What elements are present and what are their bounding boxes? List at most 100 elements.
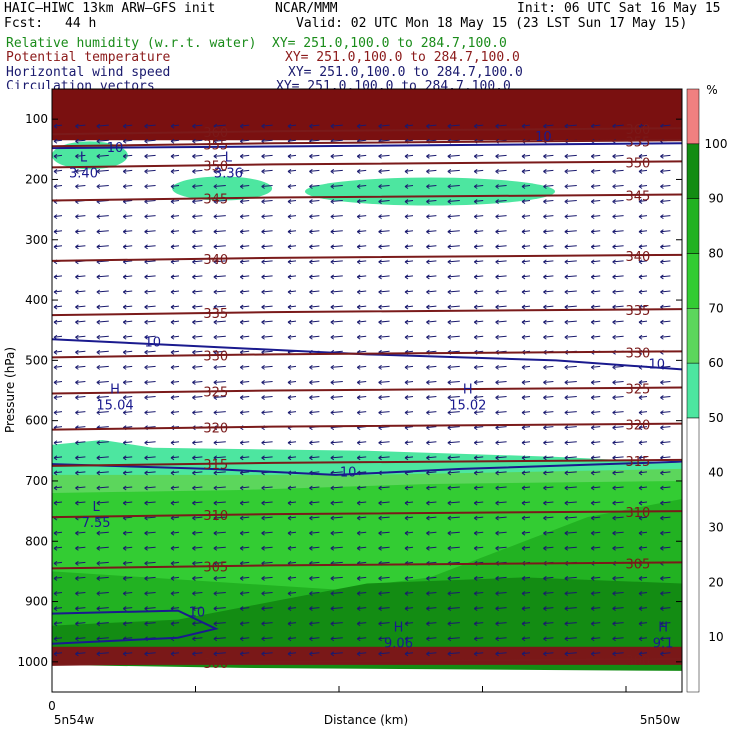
wind-vector bbox=[330, 591, 343, 596]
wind-vector bbox=[122, 455, 133, 461]
wind-vector bbox=[660, 425, 671, 431]
wind-vector bbox=[239, 455, 250, 461]
wind-vector bbox=[287, 334, 297, 340]
wind-vector bbox=[543, 168, 554, 174]
wind-vector bbox=[638, 168, 648, 174]
wind-vector bbox=[378, 591, 390, 596]
contour-label-layer: 300 300 305 305 310 310 315 315 320 320 325 325 330 3… bbox=[69, 123, 673, 672]
wind-vector bbox=[564, 395, 577, 400]
wind-vector bbox=[144, 621, 156, 627]
wind-vector bbox=[473, 455, 484, 461]
wind-vector bbox=[378, 636, 390, 642]
wind-vector bbox=[330, 244, 343, 250]
wind-vector bbox=[564, 153, 577, 159]
wind-vector bbox=[75, 560, 86, 566]
wind-vector bbox=[378, 364, 390, 370]
wind-vector bbox=[521, 229, 531, 235]
wind-vector bbox=[192, 153, 203, 159]
wind-vector bbox=[122, 123, 133, 129]
wind-vector bbox=[495, 244, 507, 250]
rh-patch-mid bbox=[172, 176, 273, 201]
wind-vector bbox=[261, 319, 273, 325]
wind-vector bbox=[144, 560, 156, 566]
wind-vector bbox=[521, 319, 531, 325]
wind-vector bbox=[96, 334, 109, 340]
colorbar-band bbox=[686, 198, 700, 254]
wind-vector bbox=[404, 334, 414, 340]
wind-vector bbox=[521, 545, 531, 551]
wind-vector bbox=[330, 395, 343, 400]
wind-vector bbox=[495, 651, 507, 657]
wind-vector bbox=[122, 591, 133, 596]
wind-vector bbox=[309, 364, 320, 370]
wind-vector bbox=[144, 364, 156, 370]
upper-dark-band bbox=[52, 89, 682, 141]
wind-vector bbox=[356, 636, 367, 642]
theta-label-305: 305 bbox=[203, 560, 228, 575]
wind-vector bbox=[473, 621, 484, 627]
wind-vector bbox=[426, 395, 437, 400]
wind-vector bbox=[122, 545, 133, 551]
wind-vector bbox=[261, 244, 273, 250]
wind-vector bbox=[660, 440, 671, 446]
wind-vector bbox=[287, 410, 297, 416]
wind-vector bbox=[590, 304, 601, 310]
wind-vector bbox=[543, 364, 554, 370]
wind-vector bbox=[287, 289, 297, 295]
wind-vector bbox=[144, 651, 156, 657]
wind-vector bbox=[447, 168, 460, 174]
wind-vector bbox=[426, 304, 437, 310]
wind-vector bbox=[309, 621, 320, 627]
wind-vector bbox=[521, 485, 531, 491]
wind-vector bbox=[144, 591, 156, 596]
wind-vector bbox=[239, 636, 250, 642]
wind-vector bbox=[447, 470, 460, 476]
wind-vector bbox=[144, 214, 156, 220]
extremum-L-marker: L bbox=[80, 150, 88, 165]
wind-vector bbox=[309, 485, 320, 491]
wind-vector bbox=[495, 334, 507, 340]
wind-vector bbox=[473, 229, 484, 235]
wind-vector bbox=[404, 591, 414, 596]
wind-vector bbox=[356, 153, 367, 159]
wind-vector bbox=[144, 274, 156, 280]
wind-vector bbox=[96, 184, 109, 189]
wind-vector bbox=[261, 259, 273, 265]
wind-vector bbox=[564, 425, 577, 431]
wind-vector bbox=[638, 500, 648, 506]
wind-vector bbox=[287, 395, 297, 400]
wind-vector bbox=[261, 274, 273, 280]
wind-vector bbox=[543, 515, 554, 521]
y-tick-label: 700 bbox=[25, 474, 48, 488]
theta-label-325: 325 bbox=[625, 383, 650, 398]
wind-vector bbox=[426, 319, 437, 325]
colorbar-tick-label: 90 bbox=[708, 192, 723, 206]
wind-vector bbox=[356, 651, 367, 657]
wind-vector bbox=[170, 560, 180, 566]
wind-vector bbox=[356, 199, 367, 204]
wind-vector bbox=[378, 651, 390, 657]
theta-contour-310 bbox=[52, 510, 682, 519]
wind-vector bbox=[239, 334, 250, 340]
wind-vector bbox=[53, 395, 63, 400]
wind-vector bbox=[356, 500, 367, 506]
wind-vector bbox=[426, 274, 437, 280]
wind-vector bbox=[638, 244, 648, 250]
wind-vector bbox=[426, 229, 437, 235]
wind-vector bbox=[192, 334, 203, 340]
wind-vector bbox=[564, 591, 577, 596]
wind-contour-label: 10 bbox=[189, 605, 206, 620]
wind-vector bbox=[404, 606, 414, 611]
wind-vector bbox=[261, 530, 273, 536]
wind-vector bbox=[53, 168, 63, 174]
extremum-H-marker: H bbox=[463, 383, 473, 398]
wind-vector bbox=[213, 123, 226, 129]
wind-vector bbox=[612, 184, 624, 189]
colorbar-tick-label: 30 bbox=[708, 521, 723, 535]
wind-vector bbox=[122, 560, 133, 566]
wind-vector bbox=[330, 304, 343, 310]
wind-vector bbox=[426, 184, 437, 189]
wind-vector bbox=[426, 576, 437, 581]
wind-vector bbox=[53, 621, 63, 627]
wind-vector bbox=[495, 485, 507, 491]
